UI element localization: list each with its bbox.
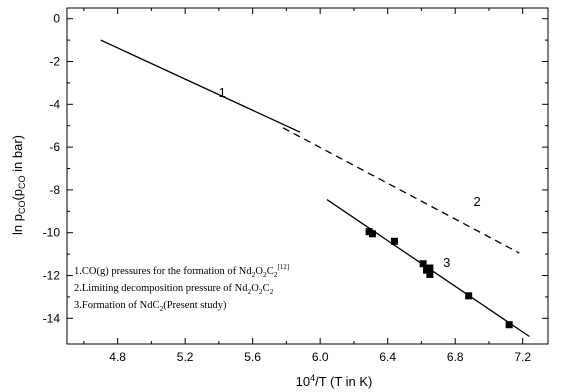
axes: 4.8 5.2 5.6 6.0 6.4 6.8 7.2 0 -2 -4 -6 -8 -10 -12 -14	[43, 7, 549, 364]
y-tick-label: -4	[49, 97, 60, 111]
y-tick-label: -10	[43, 226, 61, 240]
series-line-1	[100, 39, 301, 133]
legend-item: 3.Formation of NdC2(Present study)	[74, 300, 227, 313]
data-point	[465, 292, 473, 300]
legend: 1.CO(g) pressures for the formation of N…	[74, 263, 289, 313]
y-tick-label: 0	[53, 12, 60, 26]
y-tick-label: -14	[43, 311, 61, 325]
series-labels: 1 2 3	[219, 85, 481, 270]
data-point	[426, 270, 434, 278]
legend-item: 1.CO(g) pressures for the formation of N…	[74, 263, 289, 279]
y-tick-label: -6	[49, 140, 60, 154]
legend-item: 2.Limiting decomposition pressure of Nd2…	[74, 283, 274, 296]
series-label-3: 3	[443, 255, 450, 270]
data-points	[365, 228, 513, 329]
plot-frame	[66, 7, 549, 345]
x-tick-label: 5.6	[244, 350, 261, 364]
y-tick-label: -12	[43, 269, 61, 283]
data-point	[390, 237, 398, 245]
x-tick-label: 4.8	[109, 350, 126, 364]
y-axis-title: ln pCO(pCO in bar)	[10, 135, 27, 235]
x-tick-label: 5.2	[177, 350, 194, 364]
data-point	[368, 230, 376, 238]
y-tick-label: -8	[49, 183, 60, 197]
x-tick-label: 6.0	[312, 350, 329, 364]
x-tick-label: 7.2	[514, 350, 531, 364]
data-point	[505, 321, 513, 329]
series-label-2: 2	[473, 194, 480, 209]
data-point	[419, 260, 427, 268]
x-axis-title: 104/T (T in K)	[296, 373, 373, 389]
x-tick-label: 6.8	[447, 350, 464, 364]
series-label-1: 1	[219, 85, 226, 100]
series-line-2	[282, 127, 520, 254]
data-point	[426, 264, 434, 272]
y-tick-label: -2	[49, 55, 60, 69]
x-tick-label: 6.4	[379, 350, 396, 364]
